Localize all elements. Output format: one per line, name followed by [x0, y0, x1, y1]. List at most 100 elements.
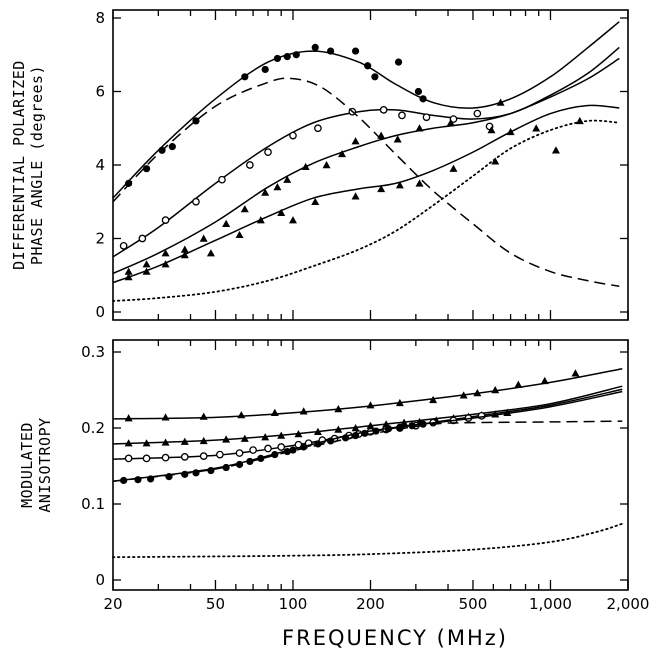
- series-1-point: [371, 73, 379, 81]
- series-3-point: [124, 454, 133, 463]
- series-3-point: [277, 443, 286, 451]
- series-3-point: [142, 260, 151, 268]
- series-2-point: [138, 234, 147, 243]
- series-1-point: [192, 117, 200, 125]
- series-4-point: [415, 179, 424, 187]
- series-4-point: [327, 437, 335, 445]
- series-2-point: [246, 161, 254, 169]
- series-4-point: [351, 192, 360, 200]
- series-1-curve: [112, 21, 620, 199]
- y-tick-label: 0.2: [81, 419, 105, 437]
- x-axis-label: FREQUENCY (MHz): [282, 626, 508, 650]
- series-2-point: [351, 424, 360, 432]
- series-2-point: [334, 425, 343, 433]
- series-1-point: [394, 58, 403, 66]
- series-1-point: [292, 51, 300, 59]
- series-1-point: [351, 47, 360, 55]
- series-2-point: [264, 148, 272, 156]
- series-2-point: [142, 439, 151, 447]
- y-tick-label: 0: [95, 571, 105, 589]
- series-1-point: [270, 408, 279, 416]
- series-3-point: [222, 219, 231, 227]
- series-1-point: [273, 54, 282, 63]
- series-4-point: [206, 249, 215, 257]
- x-tick-label: 50: [206, 595, 225, 613]
- y-tick-label: 8: [95, 9, 105, 27]
- series-3-curve: [112, 57, 620, 275]
- series-4-point: [449, 164, 458, 172]
- series-3-point: [377, 131, 386, 139]
- series-4-point: [142, 267, 151, 275]
- series-1-point: [283, 52, 291, 61]
- series-4-point: [311, 197, 320, 205]
- series-1-point: [395, 398, 404, 407]
- series-3-point: [235, 449, 244, 457]
- series-3-point: [301, 162, 310, 171]
- series-3-point: [161, 453, 170, 462]
- series-4-point: [165, 473, 173, 481]
- series-4-point: [408, 422, 416, 430]
- y-axis-label-line: MODULATED: [18, 422, 36, 508]
- series-1-point: [199, 412, 208, 420]
- series-4-point: [551, 146, 560, 154]
- series-4-point: [207, 466, 215, 475]
- y-axis-label-line: PHASE ANGLE (degrees): [28, 65, 46, 265]
- y-tick-label: 4: [95, 156, 105, 174]
- series-1-point: [571, 369, 580, 377]
- series-2-point: [277, 431, 286, 439]
- series-4-point: [288, 216, 297, 224]
- series-2-point: [289, 131, 297, 140]
- x-tick-label: 100: [279, 595, 308, 613]
- plot-frame: [112, 339, 629, 591]
- series-3-point: [249, 446, 257, 454]
- series-4-point: [271, 451, 279, 459]
- series-6-curve: [112, 522, 624, 559]
- series-3-point: [273, 183, 282, 191]
- series-1-point: [299, 407, 308, 415]
- y-axis-label-line: ANISOTROPY: [36, 417, 54, 512]
- series-3-point: [477, 411, 486, 420]
- series-2-point: [400, 418, 409, 426]
- series-2-point: [379, 106, 388, 114]
- series-4-point: [134, 476, 142, 484]
- series-3-point: [415, 124, 424, 132]
- y-tick-label: 6: [95, 83, 105, 101]
- series-1-point: [429, 395, 438, 404]
- series-3-point: [337, 149, 346, 158]
- series-2-point: [366, 421, 375, 429]
- series-3-point: [161, 249, 170, 257]
- series-1-point: [473, 389, 482, 397]
- series-1-point: [334, 405, 343, 413]
- plot-frame: [112, 9, 629, 321]
- x-tick-label: 200: [356, 595, 385, 613]
- series-2-point: [473, 109, 482, 118]
- series-4-point: [161, 260, 170, 268]
- x-tick-label: 20: [103, 595, 122, 613]
- series-1-point: [540, 376, 549, 385]
- series-2-point: [314, 124, 322, 133]
- series-1-point: [491, 386, 500, 394]
- series-1-point: [366, 401, 375, 409]
- series-4-curve: [112, 104, 620, 284]
- series-4-point: [395, 181, 404, 189]
- series-1-point: [514, 380, 523, 388]
- series-4-point: [257, 454, 265, 462]
- series-3-point: [496, 98, 505, 106]
- series-1-point: [327, 47, 335, 55]
- series-3-point: [446, 118, 455, 126]
- series-3-point: [393, 135, 402, 143]
- series-1-point: [142, 165, 151, 173]
- series-2-point: [222, 435, 231, 443]
- series-2-point: [180, 437, 189, 445]
- series-3-point: [283, 175, 292, 183]
- series-2-point: [240, 434, 249, 442]
- series-5-curve: [112, 420, 623, 482]
- series-2-point: [398, 111, 406, 120]
- series-3-point: [532, 124, 541, 132]
- series-3-point: [124, 267, 133, 275]
- series-4-point: [377, 184, 386, 193]
- series-2-point: [119, 242, 128, 250]
- series-4-point: [341, 434, 350, 442]
- series-1-curve: [112, 367, 623, 420]
